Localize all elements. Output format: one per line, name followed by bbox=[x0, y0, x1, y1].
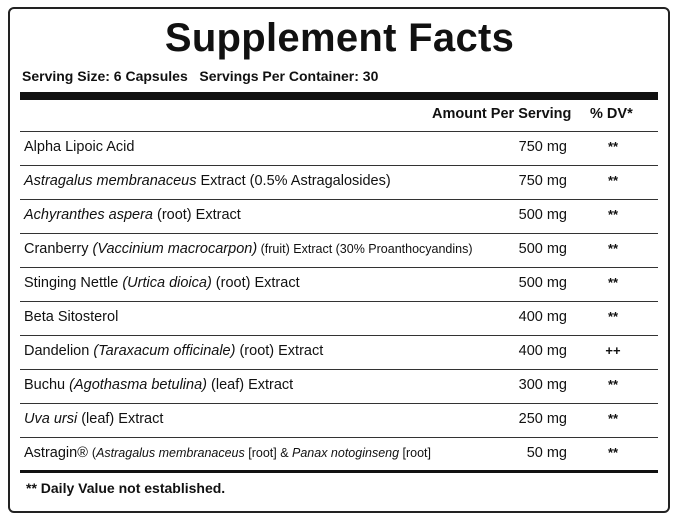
name-part: Stinging Nettle bbox=[24, 275, 123, 291]
amount: 500 mg bbox=[518, 275, 567, 291]
name-part: (Taraxacum officinale) bbox=[93, 343, 236, 359]
name-part: Dandelion bbox=[24, 343, 94, 359]
ingredient-name: Dandelion (Taraxacum officinale) (root) … bbox=[24, 343, 323, 359]
ingredient-name: Beta Sitosterol bbox=[24, 309, 118, 325]
name-part: (Agothasma betulina) bbox=[69, 377, 207, 393]
daily-value: ** bbox=[607, 445, 619, 460]
ingredient-name: Stinging Nettle (Urtica dioica) (root) E… bbox=[24, 275, 300, 291]
name-part: [root] bbox=[399, 446, 432, 460]
daily-value: ** bbox=[607, 377, 619, 392]
name-part: Buchu bbox=[24, 377, 70, 393]
amount: 400 mg bbox=[518, 343, 567, 359]
ingredient-row: Astragalus membranaceus Extract (0.5% As… bbox=[0, 165, 679, 199]
name-part: ( bbox=[91, 446, 97, 460]
column-header: Amount Per Serving bbox=[432, 106, 572, 122]
amount: 500 mg bbox=[518, 241, 567, 257]
amount: 400 mg bbox=[518, 309, 567, 325]
name-part: (Urtica dioica) bbox=[122, 275, 212, 291]
name-part: Uva ursi bbox=[24, 411, 78, 427]
amount: 750 mg bbox=[518, 173, 567, 189]
ingredient-name: Achyranthes aspera (root) Extract bbox=[24, 207, 241, 223]
daily-value: ** bbox=[607, 173, 619, 188]
daily-value: ** bbox=[607, 275, 619, 290]
row-separator bbox=[20, 437, 658, 438]
name-part: (root) Extract bbox=[152, 207, 241, 223]
daily-value: ++ bbox=[605, 343, 621, 358]
ingredient-name: Astragalus membranaceus Extract (0.5% As… bbox=[24, 173, 391, 189]
daily-value: ** bbox=[607, 411, 619, 426]
ingredient-row: Astragin® (Astragalus membranaceus [root… bbox=[0, 437, 679, 471]
ingredient-row: Dandelion (Taraxacum officinale) (root) … bbox=[0, 335, 679, 369]
thick-rule bbox=[20, 92, 658, 100]
row-separator bbox=[20, 301, 658, 302]
name-part: Alpha Lipoic Acid bbox=[24, 139, 135, 155]
footnote: ** Daily Value not established. bbox=[26, 480, 226, 496]
row-separator bbox=[20, 199, 658, 200]
ingredient-name: Cranberry (Vaccinium macrocarpon) (fruit… bbox=[24, 241, 473, 257]
row-separator bbox=[20, 131, 658, 132]
row-separator bbox=[20, 165, 658, 166]
ingredient-name: Buchu (Agothasma betulina) (leaf) Extrac… bbox=[24, 377, 293, 393]
name-part: Panax notoginseng bbox=[292, 446, 400, 460]
row-separator bbox=[20, 335, 658, 336]
name-part: Astragalus membranaceus bbox=[96, 446, 245, 460]
daily-value: ** bbox=[607, 309, 619, 324]
ingredient-row: Cranberry (Vaccinium macrocarpon) (fruit… bbox=[0, 233, 679, 267]
thick-rule bbox=[20, 470, 658, 473]
amount: 50 mg bbox=[526, 445, 567, 461]
ingredient-name: Astragin® (Astragalus membranaceus [root… bbox=[24, 445, 431, 461]
name-part: Astragin® bbox=[24, 445, 92, 461]
amount: 300 mg bbox=[518, 377, 567, 393]
name-part: Extract (0.5% Astragalosides) bbox=[196, 173, 391, 189]
daily-value: ** bbox=[607, 241, 619, 256]
name-part: (leaf) Extract bbox=[77, 411, 164, 427]
ingredient-row: Buchu (Agothasma betulina) (leaf) Extrac… bbox=[0, 369, 679, 403]
servings-per-container: Servings Per Container: 30 bbox=[199, 68, 379, 84]
ingredient-row: Beta Sitosterol 400 mg ** bbox=[0, 301, 679, 335]
name-part: (Vaccinium macrocarpon) bbox=[92, 241, 258, 257]
ingredient-row: Alpha Lipoic Acid 750 mg ** bbox=[0, 131, 679, 165]
row-separator bbox=[20, 369, 658, 370]
daily-value: ** bbox=[607, 207, 619, 222]
ingredient-name: Uva ursi (leaf) Extract bbox=[24, 411, 163, 427]
row-separator bbox=[20, 233, 658, 234]
ingredient-row: Stinging Nettle (Urtica dioica) (root) E… bbox=[0, 267, 679, 301]
name-part: [root] & bbox=[244, 446, 293, 460]
column-header: % DV* bbox=[590, 106, 633, 122]
name-part: (fruit) Extract (30% Proanthocyandins) bbox=[257, 242, 473, 256]
name-part: (root) Extract bbox=[211, 275, 300, 291]
row-separator bbox=[20, 267, 658, 268]
name-part: Beta Sitosterol bbox=[24, 309, 119, 325]
name-part: (leaf) Extract bbox=[206, 377, 294, 393]
name-part: Cranberry bbox=[24, 241, 93, 257]
serving-size: Serving Size: 6 Capsules bbox=[22, 68, 188, 84]
serving-info: Serving Size: 6 Capsules Servings Per Co… bbox=[22, 68, 378, 84]
amount: 750 mg bbox=[518, 139, 567, 155]
name-part: (root) Extract bbox=[235, 343, 324, 359]
title: Supplement Facts bbox=[164, 16, 515, 60]
row-separator bbox=[20, 403, 658, 404]
ingredient-row: Uva ursi (leaf) Extract 250 mg ** bbox=[0, 403, 679, 437]
label-border bbox=[8, 7, 670, 513]
name-part: Achyranthes aspera bbox=[24, 207, 153, 223]
amount: 250 mg bbox=[518, 411, 567, 427]
daily-value: ** bbox=[607, 139, 619, 154]
ingredient-name: Alpha Lipoic Acid bbox=[24, 139, 134, 155]
name-part: Astragalus membranaceus bbox=[24, 173, 197, 189]
amount: 500 mg bbox=[518, 207, 567, 223]
ingredient-row: Achyranthes aspera (root) Extract 500 mg *… bbox=[0, 199, 679, 233]
